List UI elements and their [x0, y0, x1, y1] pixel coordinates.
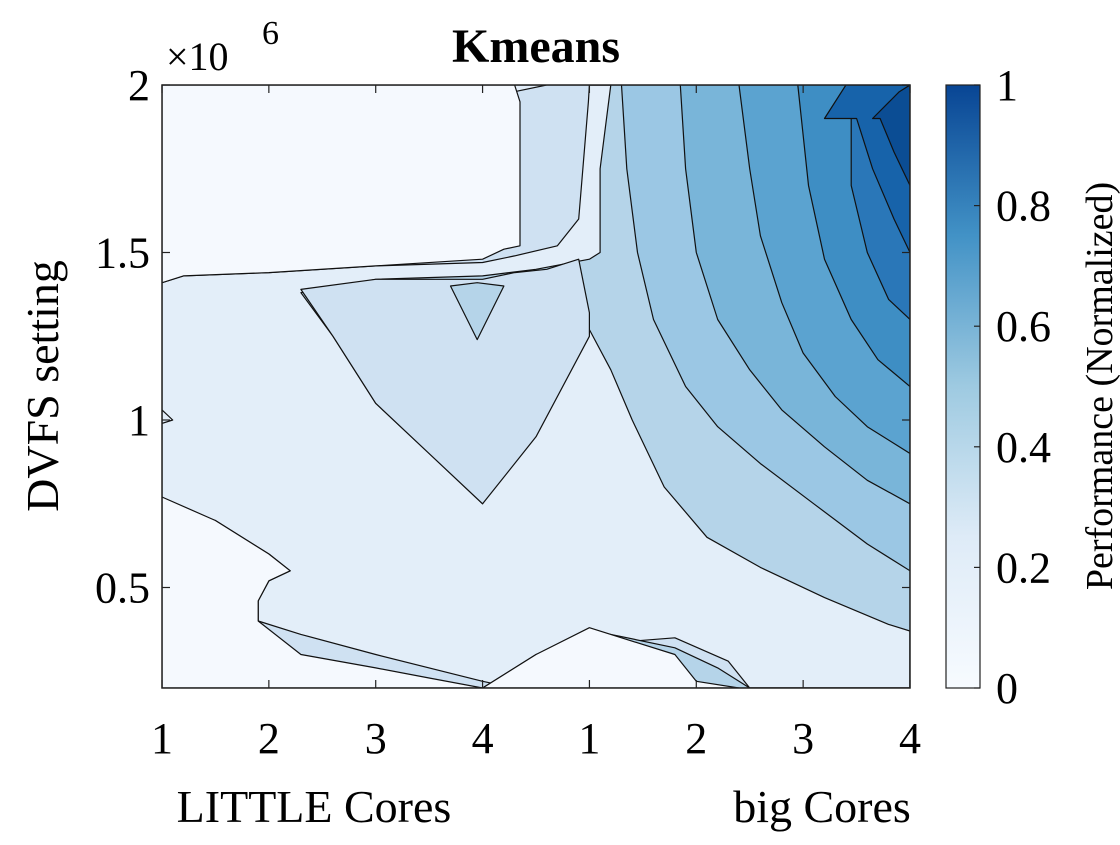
chart-title: Kmeans: [452, 20, 620, 73]
x-tick-label: 2: [685, 714, 707, 763]
y-exponent: ×10: [166, 34, 229, 79]
x-tick-label: 4: [472, 714, 494, 763]
x-tick-label: 1: [151, 714, 173, 763]
contour-region-9: [871, 85, 910, 187]
y-axis-label: DVFS setting: [17, 260, 68, 512]
x-axis-label-little: LITTLE Cores: [177, 781, 452, 832]
y-tick-label: 2: [128, 61, 150, 110]
contour-island-4: [162, 496, 484, 688]
colorbar: 0 0.2 0.4 0.6 0.8 1: [945, 61, 1051, 713]
colorbar-gradient: [945, 84, 981, 689]
contour-island-5: [482, 627, 740, 688]
y-tick-label: 0.5: [95, 564, 150, 613]
x-tick-label: 4: [899, 714, 921, 763]
contour-island-0: [162, 85, 521, 284]
colorbar-tick-label: 0.2: [996, 543, 1051, 592]
colorbar-tick-label: 0.6: [996, 302, 1051, 351]
colorbar-tick-label: 0: [996, 664, 1018, 713]
contour-island-3: [449, 282, 505, 341]
x-tick-label: 2: [258, 714, 280, 763]
plot-frame: [161, 84, 911, 689]
y-tick-label: 1.5: [95, 229, 150, 278]
x-tick-label: 3: [365, 714, 387, 763]
y-exponent-power: 6: [262, 15, 279, 52]
contour-island-2: [300, 258, 591, 505]
y-ticks: 0.5 1 1.5 2: [95, 61, 910, 613]
colorbar-tick-label: 0.4: [996, 423, 1051, 472]
x-axis-label-big: big Cores: [733, 781, 911, 832]
plot-area: [162, 85, 910, 688]
colorbar-tick-label: 1: [996, 61, 1018, 110]
x-tick-label: 3: [792, 714, 814, 763]
colorbar-label: Performance (Normalized): [1079, 182, 1120, 590]
x-ticks: 1 2 3 4 1 2 3 4: [151, 85, 921, 763]
x-tick-label: 1: [578, 714, 600, 763]
y-tick-label: 1: [128, 396, 150, 445]
colorbar-tick-label: 0.8: [996, 182, 1051, 231]
